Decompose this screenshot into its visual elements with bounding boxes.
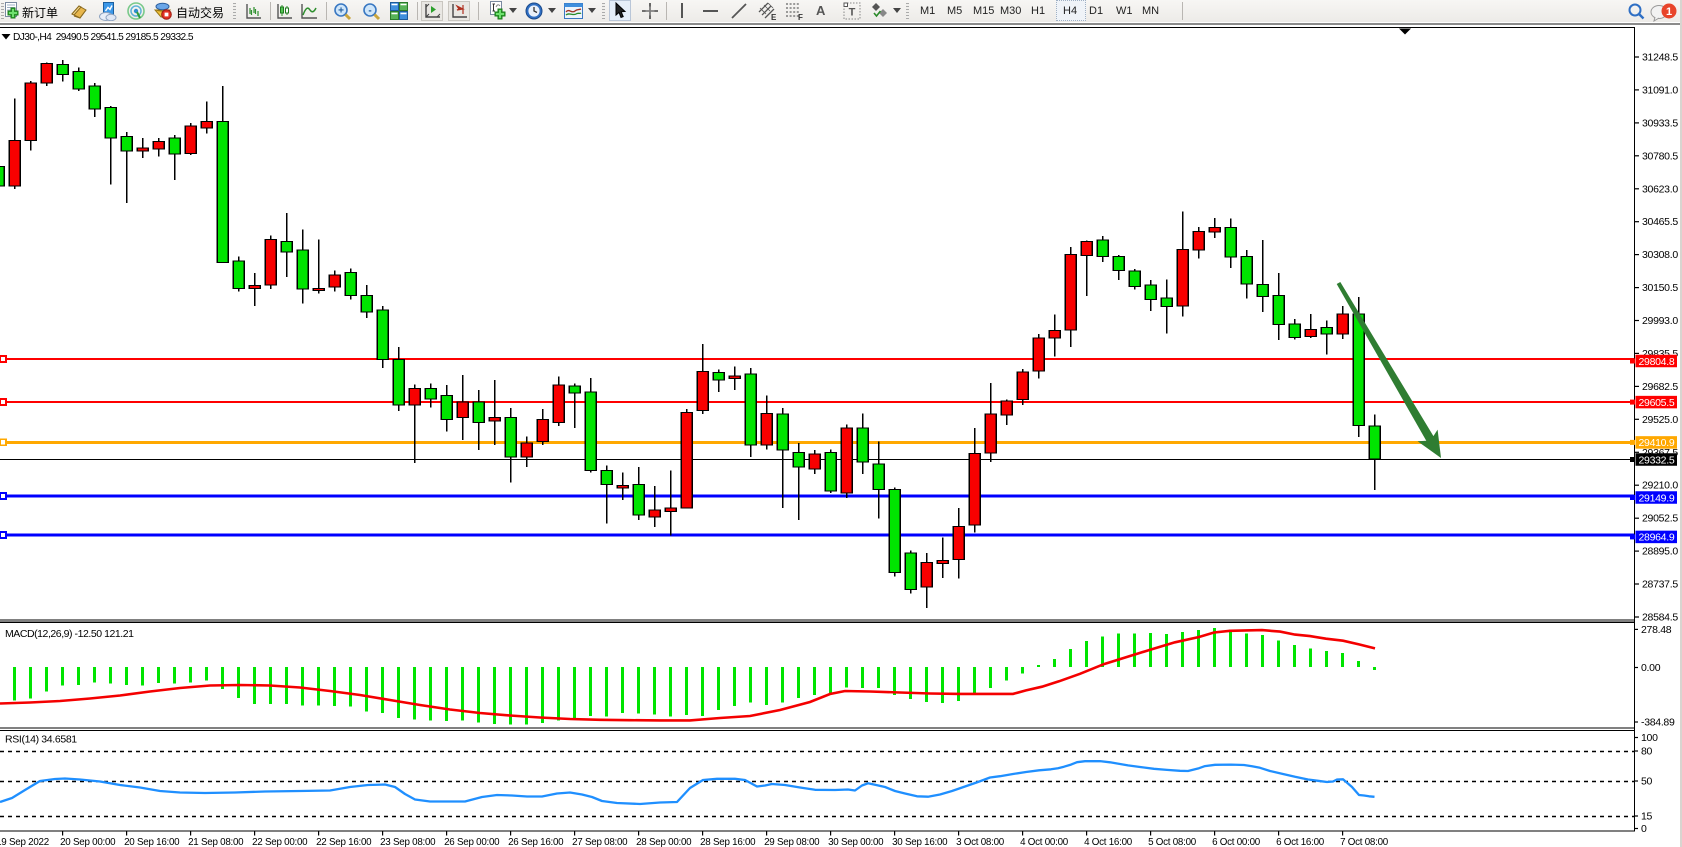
svg-text:29210.0: 29210.0 bbox=[1642, 480, 1678, 492]
svg-text:0: 0 bbox=[1641, 823, 1647, 835]
svg-text:29149.9: 29149.9 bbox=[1639, 492, 1675, 504]
svg-text:26 Sep 00:00: 26 Sep 00:00 bbox=[444, 837, 500, 847]
svg-text:15: 15 bbox=[1641, 811, 1653, 823]
svg-text:29052.5: 29052.5 bbox=[1642, 513, 1678, 525]
svg-text:30 Sep 00:00: 30 Sep 00:00 bbox=[828, 837, 884, 847]
svg-text:30933.5: 30933.5 bbox=[1642, 117, 1678, 129]
svg-text:28 Sep 16:00: 28 Sep 16:00 bbox=[700, 837, 756, 847]
svg-text:29682.5: 29682.5 bbox=[1642, 381, 1678, 393]
svg-text:RSI(14) 34.6581: RSI(14) 34.6581 bbox=[5, 734, 77, 746]
svg-text:20 Sep 16:00: 20 Sep 16:00 bbox=[124, 837, 180, 847]
svg-text:27 Sep 08:00: 27 Sep 08:00 bbox=[572, 837, 628, 847]
svg-text:DJ30-,H4 29490.5 29541.5 2918: DJ30-,H4 29490.5 29541.5 29185.5 29332.5 bbox=[13, 32, 194, 43]
svg-text:MACD(12,26,9) -12.50 121.21: MACD(12,26,9) -12.50 121.21 bbox=[5, 628, 134, 640]
svg-text:6 Oct 16:00: 6 Oct 16:00 bbox=[1276, 837, 1325, 847]
svg-text:4 Oct 16:00: 4 Oct 16:00 bbox=[1084, 837, 1133, 847]
svg-text:4 Oct 00:00: 4 Oct 00:00 bbox=[1020, 837, 1069, 847]
svg-text:3 Oct 08:00: 3 Oct 08:00 bbox=[956, 837, 1005, 847]
svg-text:T: T bbox=[849, 7, 856, 19]
svg-text:29332.5: 29332.5 bbox=[1639, 454, 1675, 466]
svg-text:278.48: 278.48 bbox=[1641, 624, 1672, 636]
svg-text:5 Oct 08:00: 5 Oct 08:00 bbox=[1148, 837, 1197, 847]
svg-text:29993.0: 29993.0 bbox=[1642, 315, 1678, 327]
svg-text:F: F bbox=[798, 13, 803, 21]
svg-text:20 Sep 00:00: 20 Sep 00:00 bbox=[60, 837, 116, 847]
svg-text:22 Sep 16:00: 22 Sep 16:00 bbox=[316, 837, 372, 847]
svg-text:26 Sep 16:00: 26 Sep 16:00 bbox=[508, 837, 564, 847]
svg-text:-: - bbox=[368, 6, 371, 17]
svg-text:28 Sep 00:00: 28 Sep 00:00 bbox=[636, 837, 692, 847]
svg-text:30780.5: 30780.5 bbox=[1642, 150, 1678, 162]
svg-text:50: 50 bbox=[1641, 776, 1653, 788]
svg-text:30623.0: 30623.0 bbox=[1642, 183, 1678, 195]
svg-text:23 Sep 08:00: 23 Sep 08:00 bbox=[380, 837, 436, 847]
svg-text:28584.5: 28584.5 bbox=[1642, 612, 1678, 624]
svg-text:29804.8: 29804.8 bbox=[1639, 356, 1675, 368]
svg-text:30150.5: 30150.5 bbox=[1642, 282, 1678, 294]
svg-text:1: 1 bbox=[1666, 6, 1672, 18]
svg-text:30308.0: 30308.0 bbox=[1642, 249, 1678, 261]
svg-text:-384.89: -384.89 bbox=[1641, 717, 1675, 729]
svg-text:80: 80 bbox=[1641, 746, 1653, 758]
svg-text:+: + bbox=[338, 6, 344, 17]
svg-text:29605.5: 29605.5 bbox=[1639, 397, 1675, 409]
svg-text:31248.5: 31248.5 bbox=[1642, 52, 1678, 64]
svg-text:29 Sep 08:00: 29 Sep 08:00 bbox=[764, 837, 820, 847]
svg-text:7 Oct 08:00: 7 Oct 08:00 bbox=[1340, 837, 1389, 847]
svg-text:28895.0: 28895.0 bbox=[1642, 546, 1678, 558]
svg-text:E: E bbox=[771, 13, 777, 21]
svg-text:31091.0: 31091.0 bbox=[1642, 84, 1678, 96]
svg-text:22 Sep 00:00: 22 Sep 00:00 bbox=[252, 837, 308, 847]
svg-text:30 Sep 16:00: 30 Sep 16:00 bbox=[892, 837, 948, 847]
svg-text:100: 100 bbox=[1641, 732, 1658, 744]
svg-text:30465.5: 30465.5 bbox=[1642, 216, 1678, 228]
svg-text:6 Oct 00:00: 6 Oct 00:00 bbox=[1212, 837, 1261, 847]
svg-text:29525.0: 29525.0 bbox=[1642, 414, 1678, 426]
svg-text:28737.5: 28737.5 bbox=[1642, 579, 1678, 591]
svg-text:28964.9: 28964.9 bbox=[1639, 532, 1675, 544]
svg-text:21 Sep 08:00: 21 Sep 08:00 bbox=[188, 837, 244, 847]
svg-text:0.00: 0.00 bbox=[1641, 662, 1661, 674]
svg-text:19 Sep 2022: 19 Sep 2022 bbox=[0, 837, 49, 847]
svg-text:29410.9: 29410.9 bbox=[1639, 437, 1675, 449]
